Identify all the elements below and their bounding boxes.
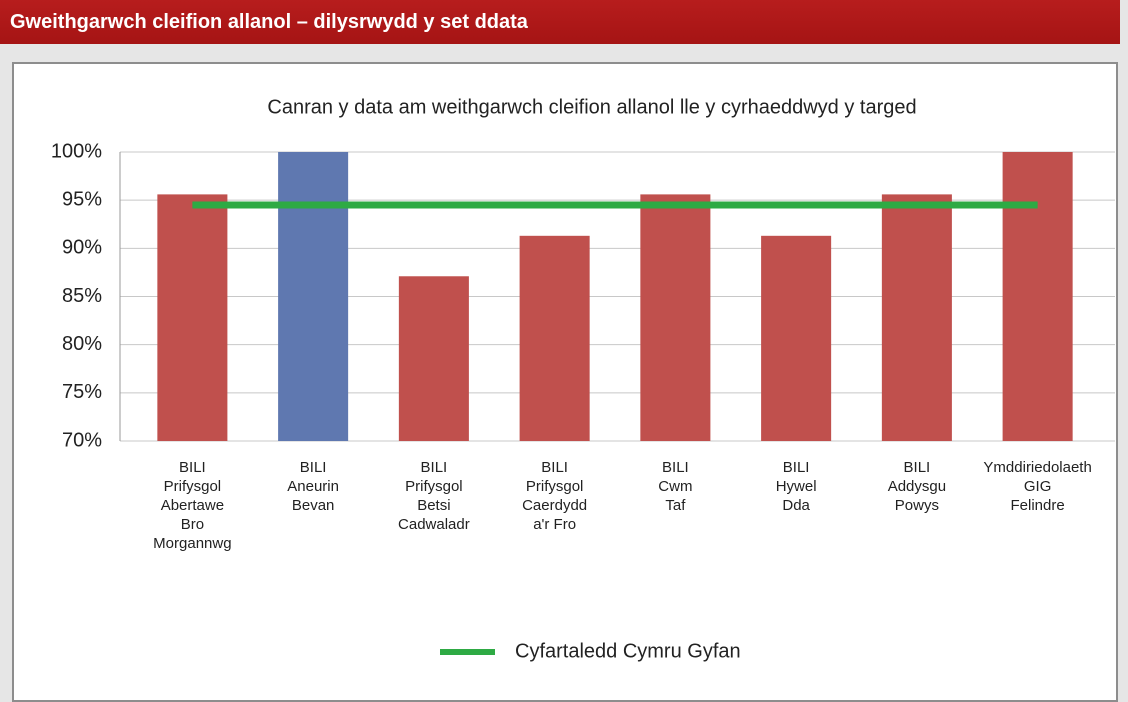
x-tick-label-line: Aneurin — [287, 478, 339, 495]
x-tick-label-line: Prifysgol — [526, 478, 584, 495]
x-tick-label: BILI Prifysgol Betsi Cadwaladr — [398, 459, 470, 533]
x-tick-label-line: Ymddiriedolaeth — [983, 459, 1091, 476]
x-tick-label-line: Dda — [782, 497, 810, 514]
header-title: Gweithgarwch cleifion allanol – dilysrwy… — [0, 0, 1120, 44]
x-tick-label: Ymddiriedolaeth GIG Felindre — [983, 459, 1091, 514]
x-tick-label-line: GIG — [1024, 478, 1052, 495]
x-tick-label: BILI Prifysgol Caerdydd a'r Fro — [522, 459, 587, 533]
legend-label: Cyfartaledd Cymru Gyfan — [515, 640, 741, 662]
y-tick-label: 70% — [62, 429, 102, 451]
x-tick-label-line: Betsi — [417, 497, 450, 514]
x-tick-label-line: Bevan — [292, 497, 335, 514]
bar — [881, 194, 952, 441]
y-tick-label: 85% — [62, 285, 102, 307]
x-tick-label-line: Morgannwg — [153, 535, 231, 552]
y-tick-label: 100% — [51, 140, 102, 162]
bar — [398, 276, 469, 441]
bar — [157, 194, 228, 441]
x-tick-label-line: BILI — [783, 459, 810, 476]
bar — [640, 194, 711, 441]
x-tick-label-line: Powys — [895, 497, 939, 514]
x-tick-label-line: BILI — [300, 459, 327, 476]
y-tick-label: 90% — [62, 237, 102, 259]
x-tick-label-line: Felindre — [1011, 497, 1065, 514]
x-tick-label-line: BILI — [179, 459, 206, 476]
x-tick-label-line: BILI — [662, 459, 689, 476]
x-tick-label: BILI Aneurin Bevan — [287, 459, 339, 514]
x-tick-label: BILI Cwm Taf — [658, 459, 692, 514]
x-tick-label-line: Cadwaladr — [398, 516, 470, 533]
x-tick-label-line: Cwm — [658, 478, 692, 495]
y-tick-label: 80% — [62, 333, 102, 355]
x-tick-label: BILI Addysgu Powys — [888, 459, 946, 514]
x-tick-label-line: BILI — [904, 459, 931, 476]
x-tick-label-line: Bro — [181, 516, 204, 533]
x-tick-label-line: Prifysgol — [405, 478, 463, 495]
bar — [761, 235, 832, 441]
x-tick-label-line: Hywel — [776, 478, 817, 495]
bar — [1002, 152, 1073, 441]
y-tick-label: 95% — [62, 188, 102, 210]
x-tick-label-line: Prifysgol — [164, 478, 222, 495]
x-tick-label-line: Taf — [665, 497, 686, 514]
x-tick-label-line: Abertawe — [161, 497, 224, 514]
x-tick-label-line: BILI — [421, 459, 448, 476]
x-tick-label: BILI Hywel Dda — [776, 459, 817, 514]
x-tick-label-line: Addysgu — [888, 478, 946, 495]
x-tick-label: BILI Prifysgol Abertawe Bro Morgannwg — [153, 459, 231, 552]
y-tick-label: 75% — [62, 381, 102, 403]
bar — [278, 152, 349, 441]
x-tick-label-line: Caerdydd — [522, 497, 587, 514]
x-tick-label-line: a'r Fro — [533, 516, 576, 533]
chart-title: Canran y data am weithgarwch cleifion al… — [267, 96, 916, 118]
chart: Canran y data am weithgarwch cleifion al… — [51, 96, 1115, 662]
x-tick-label-line: BILI — [541, 459, 568, 476]
bar — [519, 235, 590, 441]
